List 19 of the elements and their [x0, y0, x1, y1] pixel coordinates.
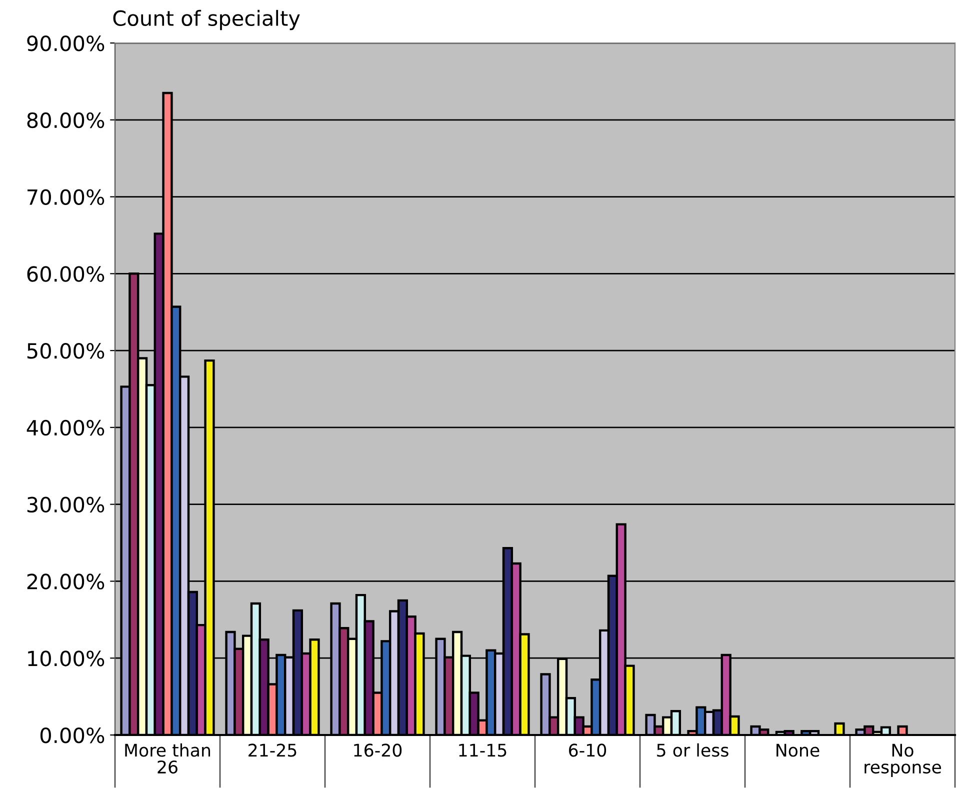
- y-tick-label: 60.00%: [27, 266, 104, 282]
- x-tick-label: 5 or less: [657, 743, 728, 757]
- x-tick-label: 11-15: [459, 744, 506, 757]
- y-tick-label: 30.00%: [27, 496, 104, 513]
- y-tick-label: 20.00%: [27, 574, 104, 590]
- x-tick-label: No response: [864, 744, 941, 777]
- y-tick-label: 80.00%: [27, 112, 104, 128]
- chart-title: Count of specialty: [113, 10, 300, 30]
- x-tick-label: 6-10: [569, 744, 606, 757]
- y-tick-label: 0.00%: [40, 727, 104, 744]
- x-tick-label: 16-20: [354, 744, 402, 757]
- x-tick-label: None: [776, 744, 820, 757]
- x-tick-label: More than 26: [125, 743, 210, 774]
- y-tick-label: 50.00%: [27, 343, 104, 359]
- y-tick-label: 90.00%: [27, 35, 104, 52]
- y-tick-label: 40.00%: [26, 420, 104, 436]
- x-tick-label: 21-25: [248, 744, 296, 757]
- y-tick-label: 70.00%: [28, 189, 104, 205]
- y-tick-label: 10.00%: [28, 650, 104, 666]
